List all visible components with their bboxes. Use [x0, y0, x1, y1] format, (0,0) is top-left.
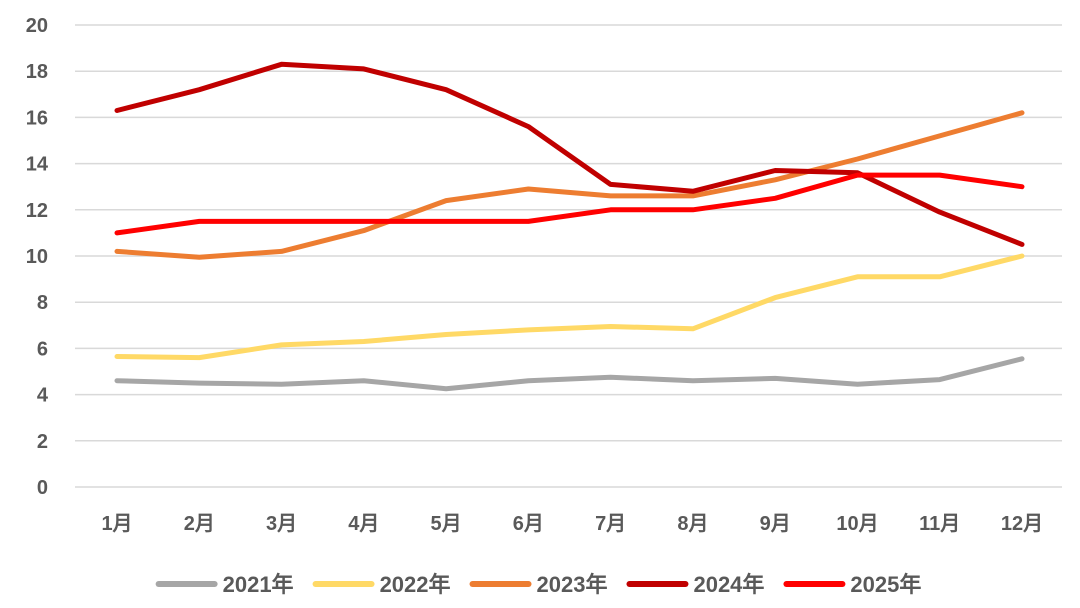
series-line-2023年 — [114, 110, 1025, 260]
y-tick-label: 2 — [37, 431, 48, 453]
y-tick-label: 14 — [26, 154, 49, 176]
x-tick-label: 1月 — [101, 513, 132, 535]
x-tick-label: 5月 — [431, 513, 462, 535]
legend-item: 2021年 — [155, 572, 294, 597]
legend-item: 2022年 — [312, 572, 451, 597]
x-tick-label: 9月 — [760, 513, 791, 535]
x-tick-label: 2月 — [184, 513, 215, 535]
legend-item: 2023年 — [469, 572, 608, 597]
x-tick-label: 7月 — [595, 513, 626, 535]
y-tick-label: 10 — [26, 246, 48, 268]
x-tick-label: 6月 — [513, 513, 544, 535]
x-tick-label: 4月 — [348, 513, 379, 535]
y-tick-label: 16 — [26, 107, 48, 129]
series-line-2021年 — [114, 356, 1025, 392]
y-tick-label: 8 — [37, 292, 48, 314]
series-lines — [114, 61, 1025, 392]
x-tick-label: 10月 — [836, 513, 878, 535]
legend-label: 2024年 — [693, 572, 764, 597]
y-tick-label: 20 — [26, 15, 48, 37]
series-line-2022年 — [114, 253, 1025, 361]
legend-label: 2022年 — [380, 572, 451, 597]
x-tick-label: 11月 — [919, 513, 960, 535]
legend: 2021年 2022年 2023年 2024年 2025年 — [155, 572, 921, 597]
y-tick-label: 6 — [37, 338, 48, 360]
legend-label: 2025年 — [850, 572, 921, 597]
series-line-2024年 — [114, 61, 1025, 247]
legend-label: 2021年 — [223, 572, 294, 597]
y-axis-ticks: 0 2 4 6 8 10 12 14 16 18 20 — [26, 15, 49, 499]
series-line-2025年 — [114, 172, 1025, 236]
y-tick-label: 0 — [37, 477, 48, 499]
legend-item: 2024年 — [626, 572, 764, 597]
x-tick-label: 3月 — [266, 513, 297, 535]
x-axis-ticks: 1月 2月 3月 4月 5月 6月 7月 8月 9月 10月 11月 12月 — [101, 513, 1043, 535]
y-tick-label: 18 — [26, 61, 48, 83]
legend-label: 2023年 — [537, 572, 608, 597]
x-tick-label: 8月 — [677, 513, 708, 535]
y-tick-label: 12 — [26, 200, 48, 222]
y-tick-label: 4 — [37, 385, 49, 407]
x-tick-label: 12月 — [1001, 513, 1043, 535]
legend-item: 2025年 — [783, 572, 921, 597]
